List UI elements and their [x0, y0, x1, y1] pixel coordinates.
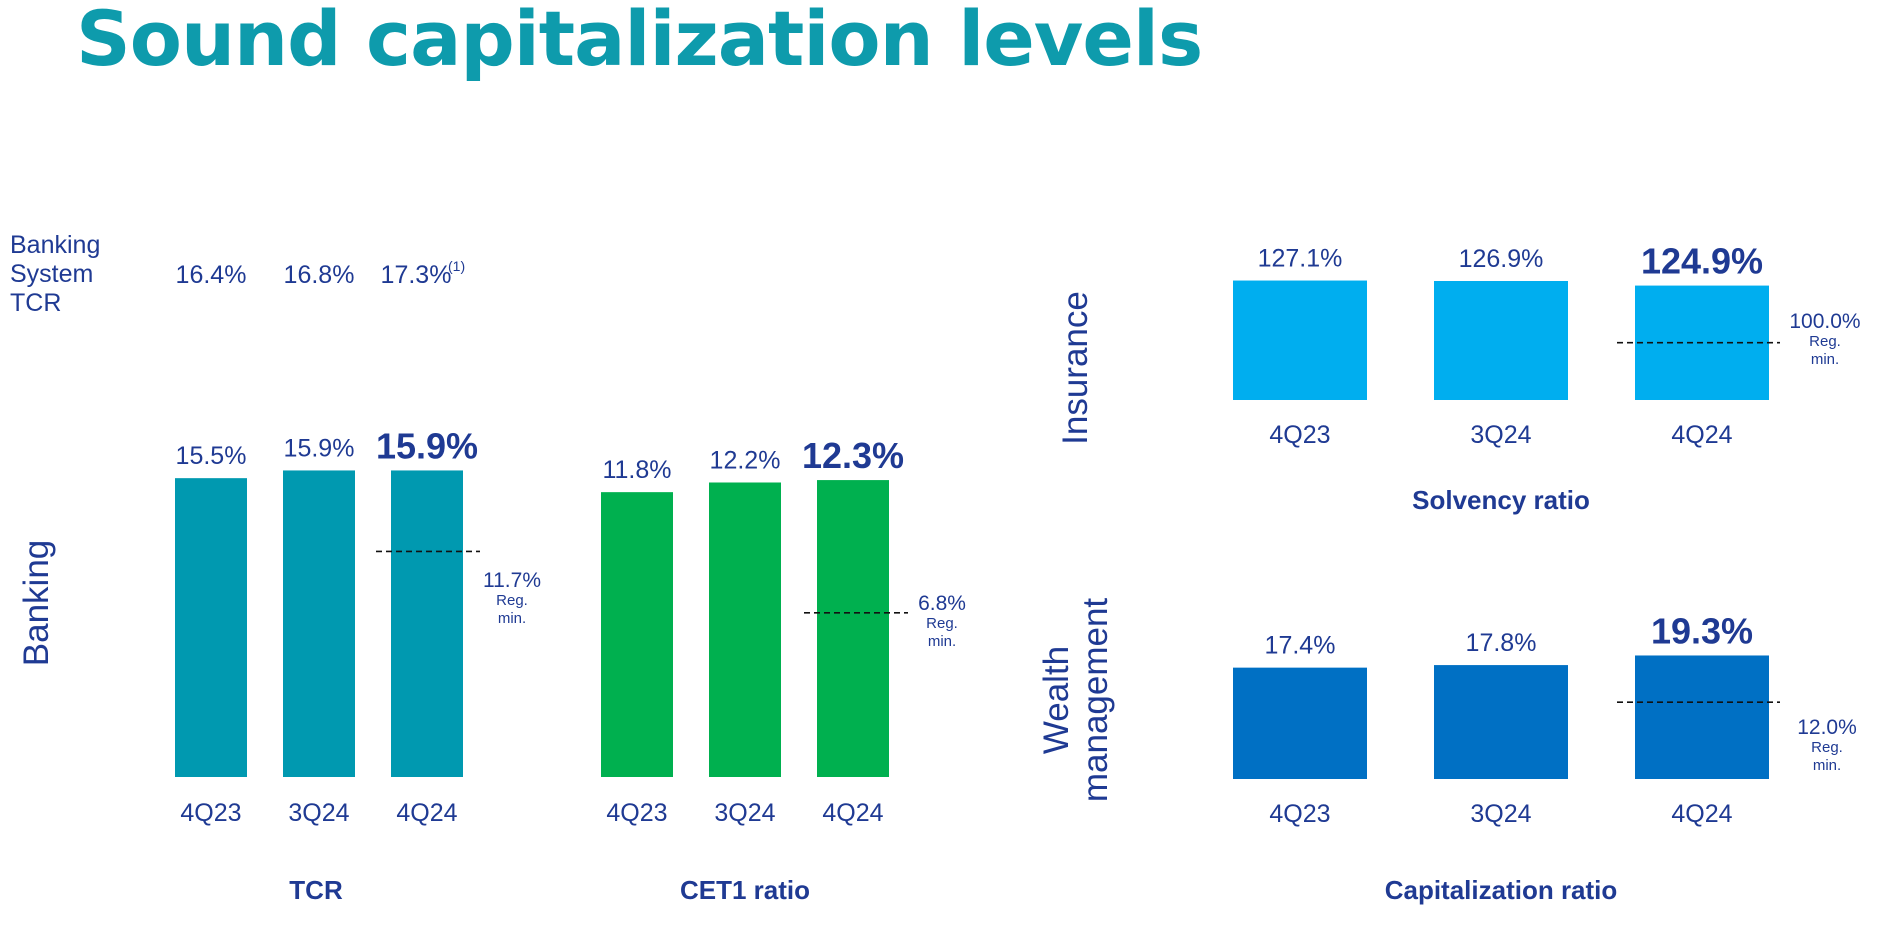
x-tick-label: 3Q24	[288, 799, 349, 827]
reg-min-value: 100.0%	[1789, 310, 1860, 333]
reg-min-note: min.	[1811, 351, 1839, 368]
chart-caption: Capitalization ratio	[1385, 875, 1618, 905]
data-label: 126.9%	[1459, 245, 1544, 273]
bar-4q23	[175, 478, 247, 777]
x-tick-label: 4Q24	[822, 799, 883, 827]
bar-4q24	[391, 470, 463, 777]
bar-4q23	[601, 492, 673, 777]
reg-min-note: Reg.	[496, 592, 528, 609]
chart-caption: TCR	[289, 875, 343, 905]
x-tick-label: 4Q23	[180, 799, 241, 827]
banking-system-label: Banking	[10, 231, 100, 259]
bar-3q24	[283, 470, 355, 777]
reg-min-note: Reg.	[1809, 333, 1841, 350]
reg-min-note: Reg.	[1811, 739, 1843, 756]
bar-3q24	[709, 482, 781, 777]
reg-min-note: min.	[1813, 757, 1841, 774]
bar-4q24	[817, 480, 889, 777]
section-wealth-line1: Wealth	[1037, 646, 1076, 754]
chart-caption: CET1 ratio	[680, 875, 810, 905]
x-tick-label: 4Q24	[1671, 421, 1732, 449]
section-wealth-line2: management	[1076, 598, 1115, 803]
data-label: 19.3%	[1651, 610, 1753, 651]
x-tick-label: 3Q24	[1470, 800, 1531, 828]
x-tick-label: 3Q24	[714, 799, 775, 827]
page-title: Sound capitalization levels	[76, 0, 1203, 83]
x-tick-label: 3Q24	[1470, 421, 1531, 449]
bar-4q23	[1233, 667, 1367, 779]
reg-min-note: min.	[498, 610, 526, 627]
data-label: 17.4%	[1265, 632, 1336, 660]
reg-min-value: 12.0%	[1797, 716, 1857, 739]
data-label: 15.9%	[284, 434, 355, 462]
section-insurance: Insurance	[1056, 291, 1095, 445]
footnote-marker: (1)	[448, 258, 465, 274]
reg-min-note: min.	[928, 633, 956, 650]
data-label: 11.8%	[602, 456, 671, 484]
x-tick-label: 4Q23	[1269, 800, 1330, 828]
bar-4q24	[1635, 655, 1769, 779]
data-label: 124.9%	[1641, 241, 1763, 282]
banking-system-value: 17.3%	[381, 261, 452, 289]
reg-min-value: 11.7%	[483, 569, 541, 592]
data-label: 15.9%	[376, 425, 478, 466]
x-tick-label: 4Q23	[1269, 421, 1330, 449]
x-tick-label: 4Q23	[606, 799, 667, 827]
data-label: 127.1%	[1258, 245, 1343, 273]
chart-caption: Solvency ratio	[1412, 485, 1590, 515]
banking-system-label: TCR	[10, 289, 61, 317]
x-tick-label: 4Q24	[396, 799, 457, 827]
reg-min-note: Reg.	[926, 615, 958, 632]
banking-system-label: System	[10, 260, 93, 288]
bar-3q24	[1434, 665, 1568, 779]
banking-system-value: 16.8%	[284, 261, 355, 289]
data-label: 12.3%	[802, 435, 904, 476]
x-tick-label: 4Q24	[1671, 800, 1732, 828]
data-label: 15.5%	[176, 442, 247, 470]
section-banking: Banking	[17, 540, 56, 666]
reg-min-value: 6.8%	[918, 592, 966, 615]
bar-3q24	[1434, 280, 1568, 400]
data-label: 12.2%	[710, 446, 781, 474]
data-label: 17.8%	[1466, 629, 1537, 657]
banking-system-value: 16.4%	[176, 261, 247, 289]
bar-4q23	[1233, 280, 1367, 400]
